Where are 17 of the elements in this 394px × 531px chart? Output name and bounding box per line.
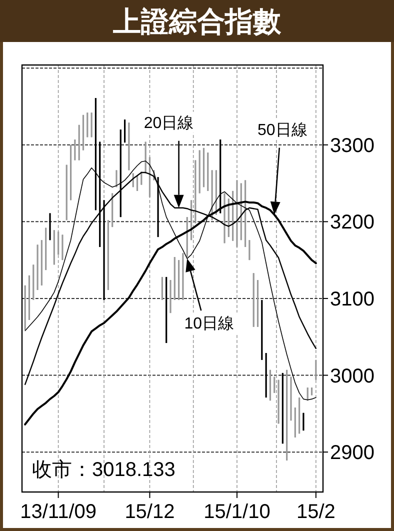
candlestick (248, 240, 250, 261)
y-tick-label: 3200 (330, 212, 374, 234)
title: 上證綜合指數 (113, 6, 281, 37)
y-tick-label: 3000 (330, 365, 374, 388)
x-tick-label: 15/12 (124, 501, 175, 523)
candlestick (136, 175, 138, 192)
candlestick (124, 119, 126, 144)
text: 10日線 (184, 316, 234, 333)
y-tick-label: 3100 (330, 288, 374, 310)
text: 20日線 (144, 114, 194, 132)
text: 50日線 (257, 122, 308, 139)
x-tick-label: 13/11/09 (20, 501, 97, 523)
x-tick-label: 15/1/10 (204, 501, 270, 523)
y-tick-label: 2900 (330, 442, 374, 464)
y-tick-label: 3300 (330, 134, 374, 157)
annotation: 收市：3018.133 (32, 459, 176, 481)
x-tick-label: 15/2 (296, 501, 336, 523)
